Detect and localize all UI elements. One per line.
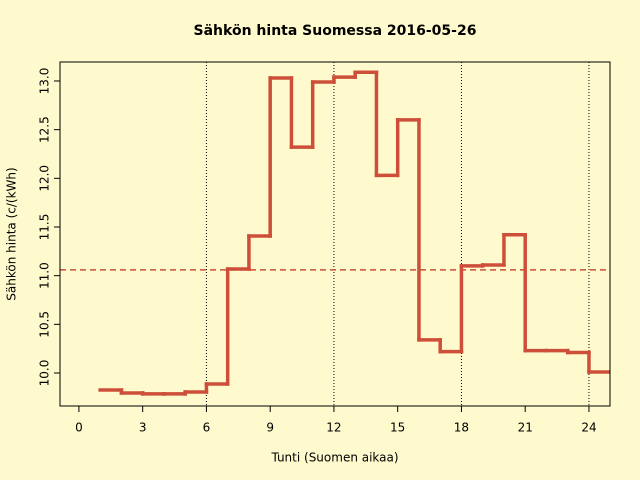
y-tick-label: 10.5 <box>38 311 52 338</box>
x-tick-label: 6 <box>203 421 211 435</box>
x-tick-label: 15 <box>390 421 405 435</box>
x-tick-label: 18 <box>454 421 469 435</box>
x-tick-label: 24 <box>581 421 596 435</box>
x-axis-label: Tunti (Suomen aikaa) <box>270 451 398 465</box>
y-axis-label: Sähkön hinta (c/(kWh) <box>5 167 19 300</box>
plot-frame <box>59 61 611 407</box>
y-tick-label: 12.5 <box>38 116 52 143</box>
y-tick-label: 11.0 <box>38 262 52 289</box>
x-tick-label: 0 <box>75 421 83 435</box>
y-tick-label: 11.5 <box>38 214 52 241</box>
x-tick-label: 3 <box>139 421 147 435</box>
x-tick-label: 21 <box>518 421 533 435</box>
y-tick-label: 13.0 <box>38 68 52 95</box>
x-tick-label: 12 <box>326 421 341 435</box>
x-tick-label: 9 <box>266 421 274 435</box>
y-tick-label: 10.0 <box>38 360 52 387</box>
chart-title: Sähkön hinta Suomessa 2016-05-26 <box>194 23 477 39</box>
y-tick-label: 12.0 <box>38 165 52 192</box>
